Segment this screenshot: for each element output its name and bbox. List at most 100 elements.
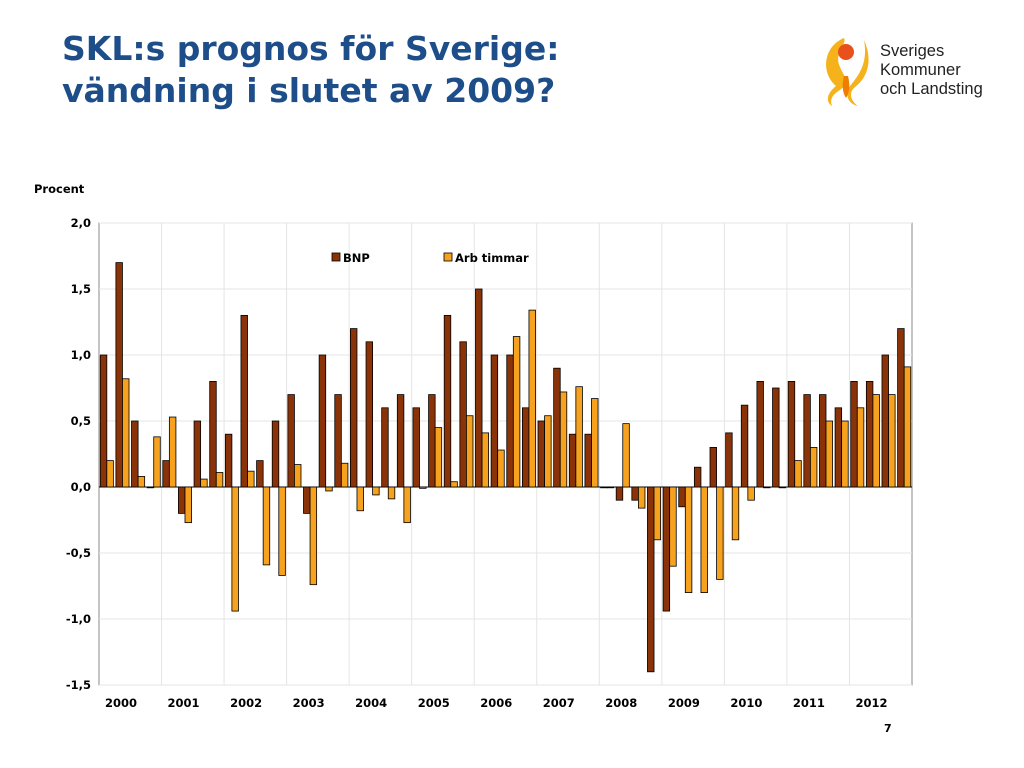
y-tick-label: -1,0 xyxy=(66,612,91,626)
bnp-bar xyxy=(631,486,639,501)
bnp-bar xyxy=(756,380,764,488)
arb-timmar-bar xyxy=(747,486,755,501)
bnp-bar xyxy=(553,367,561,488)
bnp-bar xyxy=(381,407,389,488)
arb-timmar-bar xyxy=(841,420,849,488)
bnp-bar xyxy=(443,314,452,488)
arb-timmar-bar xyxy=(512,336,521,488)
arb-timmar-bar xyxy=(794,460,802,488)
arb-timmar-bar xyxy=(419,486,427,489)
bnp-bar xyxy=(615,486,624,501)
bnp-bar xyxy=(412,407,420,488)
arb-timmar-bar xyxy=(153,436,161,488)
arb-timmar-bar xyxy=(544,415,552,488)
bnp-bar xyxy=(99,354,108,488)
x-tick-label: 2010 xyxy=(730,696,762,710)
logo-text: Sveriges Kommuner och Landsting xyxy=(880,42,983,99)
bnp-bar xyxy=(224,433,233,488)
bnp-bar xyxy=(396,394,405,488)
bnp-bar xyxy=(178,486,186,514)
bnp-bar xyxy=(271,420,280,488)
arb-timmar-bar xyxy=(528,309,536,488)
bnp-bar xyxy=(256,460,264,488)
arb-timmar-bar xyxy=(247,470,255,488)
y-tick-label: 0,5 xyxy=(71,414,91,428)
arb-timmar-bar xyxy=(622,423,630,488)
bnp-bar xyxy=(662,486,671,612)
x-tick-label: 2003 xyxy=(293,696,325,710)
bnp-bar xyxy=(881,354,889,488)
arb-timmar-bar xyxy=(700,486,708,593)
logo-text-line3: och Landsting xyxy=(880,80,983,98)
arb-timmar-bar xyxy=(403,486,411,524)
bnp-bar xyxy=(318,354,327,488)
y-tick-label: 1,0 xyxy=(71,348,91,362)
arb-timmar-bar xyxy=(903,366,912,488)
arb-timmar-bar xyxy=(325,486,333,492)
x-tick-label: 2012 xyxy=(855,696,887,710)
arb-timmar-bar xyxy=(825,420,833,488)
arb-timmar-bar xyxy=(215,472,224,488)
arb-timmar-bar xyxy=(137,476,146,488)
arb-timmar-bar xyxy=(809,446,818,488)
bnp-bar xyxy=(772,387,780,488)
bnp-bar xyxy=(350,328,358,488)
y-tick-label: 0,0 xyxy=(71,480,91,494)
x-tick-label: 2011 xyxy=(793,696,825,710)
x-tick-label: 2008 xyxy=(605,696,637,710)
bnp-bar xyxy=(834,407,843,488)
arb-timmar-bar xyxy=(231,486,239,612)
logo-text-line1: Sveriges xyxy=(880,42,945,60)
bnp-bar xyxy=(568,433,577,488)
bnp-bar xyxy=(506,354,514,488)
arb-timmar-bar xyxy=(340,462,349,488)
arb-timmar-bar xyxy=(763,486,771,489)
bnp-bar xyxy=(584,433,592,488)
legend-label: Arb timmar xyxy=(455,251,529,265)
arb-timmar-bar xyxy=(106,460,114,488)
arb-timmar-bar xyxy=(294,464,302,488)
arb-timmar-bar xyxy=(559,391,568,488)
bnp-bar xyxy=(709,446,717,488)
bnp-bar xyxy=(287,394,295,488)
bnp-bar xyxy=(740,404,749,488)
y-tick-label: -1,5 xyxy=(66,678,91,692)
bnp-bar xyxy=(209,380,217,488)
x-tick-label: 2007 xyxy=(543,696,575,710)
arb-timmar-bar xyxy=(872,394,880,488)
bnp-bar xyxy=(193,420,202,488)
bnp-bar xyxy=(459,341,467,488)
bnp-bar xyxy=(365,341,374,488)
bnp-bar xyxy=(678,486,686,508)
arb-timmar-bar xyxy=(278,486,286,576)
arb-timmar-bar xyxy=(200,478,208,488)
bnp-bar xyxy=(693,466,702,488)
bnp-bar xyxy=(850,380,858,488)
bnp-bar xyxy=(787,380,796,488)
arb-timmar-bar xyxy=(356,486,364,512)
arb-timmar-bar xyxy=(309,486,318,586)
arb-timmar-bar xyxy=(466,415,474,488)
arb-timmar-bar xyxy=(606,486,615,489)
bnp-bar xyxy=(115,262,123,488)
arb-timmar-bar xyxy=(184,486,192,524)
bnp-bar xyxy=(428,394,436,488)
arb-timmar-bar xyxy=(684,486,693,593)
slide-title: SKL:s prognos för Sverige: vändning i sl… xyxy=(62,28,559,112)
bnp-bar xyxy=(647,486,655,673)
x-tick-label: 2000 xyxy=(105,696,137,710)
bnp-bar xyxy=(897,328,905,488)
bnp-bar xyxy=(803,394,811,488)
arb-timmar-bar xyxy=(262,486,271,566)
arb-timmar-bar xyxy=(575,386,583,488)
logo-text-line2: Kommuner xyxy=(880,61,961,79)
arb-timmar-bar xyxy=(669,486,677,567)
bnp-bar xyxy=(865,380,874,488)
bnp-bar xyxy=(490,354,499,488)
bnp-bar xyxy=(600,486,608,489)
y-tick-label: -0,5 xyxy=(66,546,91,560)
page-number: 7 xyxy=(884,722,892,735)
skl-logo: Sveriges Kommuner och Landsting xyxy=(818,32,1008,108)
legend-label: BNP xyxy=(343,251,370,265)
